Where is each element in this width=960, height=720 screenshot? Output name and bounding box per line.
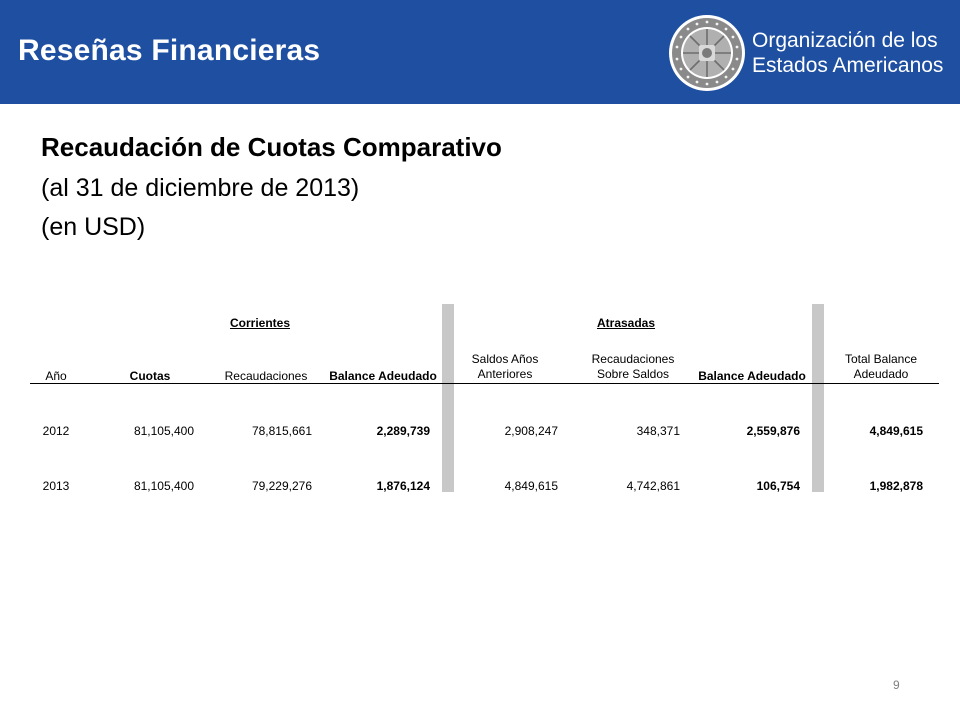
column-header-balance-adeudado-atrasadas: Balance Adeudado bbox=[698, 369, 806, 383]
oas-seal-icon bbox=[669, 15, 745, 91]
cell-recaudaciones: 79,229,276 bbox=[251, 479, 312, 493]
page-number: 9 bbox=[893, 678, 900, 692]
column-separator bbox=[442, 304, 454, 492]
cell-saldos-anos-anteriores: 4,849,615 bbox=[504, 479, 558, 493]
org-name-line1: Organización de los bbox=[752, 29, 938, 52]
cell-cuotas: 81,105,400 bbox=[133, 479, 194, 493]
slide-title: Recaudación de Cuotas Comparativo bbox=[41, 132, 502, 162]
cell-anio: 2012 bbox=[42, 424, 70, 438]
cell-recaudaciones-sobre-saldos: 4,742,861 bbox=[626, 479, 680, 493]
column-header-saldos-anos-anteriores: Saldos Años Anteriores bbox=[471, 352, 539, 381]
cell-balance-adeudado-atrasadas: 106,754 bbox=[756, 479, 800, 493]
header-title: Reseñas Financieras bbox=[18, 34, 321, 67]
cell-total-balance-adeudado: 4,849,615 bbox=[869, 424, 923, 438]
header-divider bbox=[30, 383, 939, 384]
group-header-atrasadas: Atrasadas bbox=[596, 316, 656, 330]
org-name-line2: Estados Americanos bbox=[752, 54, 944, 77]
cell-cuotas: 81,105,400 bbox=[133, 424, 194, 438]
header-bar: Reseñas Financieras Organización de los … bbox=[0, 0, 960, 104]
cell-anio: 2013 bbox=[42, 479, 70, 493]
cell-balance-adeudado-atrasadas: 2,559,876 bbox=[746, 424, 800, 438]
cell-total-balance-adeudado: 1,982,878 bbox=[869, 479, 923, 493]
org-name: Organización de los Estados Americanos bbox=[752, 28, 943, 78]
cell-balance-adeudado: 2,289,739 bbox=[376, 424, 430, 438]
cell-recaudaciones-sobre-saldos: 348,371 bbox=[636, 424, 680, 438]
cell-recaudaciones: 78,815,661 bbox=[251, 424, 312, 438]
column-header-recaudaciones-sobre-saldos: Recaudaciones Sobre Saldos bbox=[591, 352, 675, 381]
column-header-balance-adeudado: Balance Adeudado bbox=[329, 369, 437, 383]
column-header-anio: Año bbox=[45, 369, 67, 383]
cell-saldos-anos-anteriores: 2,908,247 bbox=[504, 424, 558, 438]
column-header-total-balance-adeudado: Total Balance Adeudado bbox=[844, 352, 918, 381]
slide-subtitle-date: (al 31 de diciembre de 2013) bbox=[41, 174, 360, 202]
column-separator bbox=[812, 304, 824, 492]
column-header-recaudaciones: Recaudaciones bbox=[224, 369, 308, 383]
cell-balance-adeudado: 1,876,124 bbox=[376, 479, 430, 493]
column-header-cuotas: Cuotas bbox=[129, 369, 171, 383]
slide-subtitle-currency: (en USD) bbox=[41, 213, 146, 241]
group-header-corrientes: Corrientes bbox=[229, 316, 291, 330]
